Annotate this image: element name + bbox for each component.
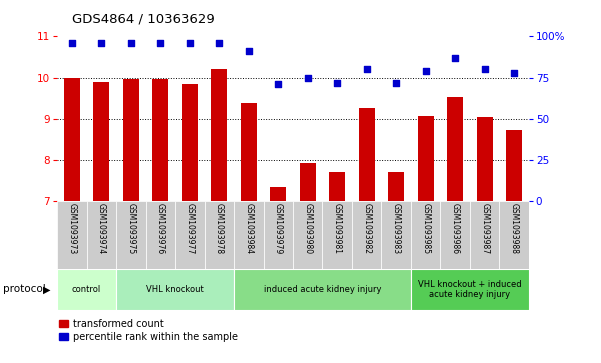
- Text: GSM1093987: GSM1093987: [480, 204, 489, 254]
- Text: ▶: ▶: [43, 285, 50, 294]
- Bar: [116, 201, 145, 269]
- Point: [67, 40, 77, 46]
- Bar: [123, 79, 139, 201]
- Bar: [477, 117, 493, 201]
- Bar: [175, 201, 204, 269]
- Bar: [329, 172, 346, 201]
- Bar: [64, 78, 80, 201]
- Point: [244, 48, 254, 54]
- Bar: [116, 269, 234, 310]
- Point: [156, 40, 165, 46]
- Point: [303, 75, 313, 81]
- Text: VHL knockout + induced
acute kidney injury: VHL knockout + induced acute kidney inju…: [418, 280, 522, 299]
- Point: [215, 40, 224, 46]
- Text: GDS4864 / 10363629: GDS4864 / 10363629: [72, 13, 215, 26]
- Text: VHL knockout: VHL knockout: [146, 285, 204, 294]
- Bar: [57, 201, 87, 269]
- Bar: [382, 201, 411, 269]
- Bar: [57, 269, 116, 310]
- Bar: [447, 97, 463, 201]
- Text: GSM1093974: GSM1093974: [97, 204, 106, 255]
- Bar: [388, 172, 404, 201]
- Bar: [204, 201, 234, 269]
- Point: [450, 55, 460, 61]
- Text: GSM1093983: GSM1093983: [392, 204, 401, 254]
- Bar: [359, 108, 375, 201]
- Bar: [352, 201, 382, 269]
- Bar: [470, 201, 499, 269]
- Text: GSM1093988: GSM1093988: [510, 204, 519, 254]
- Bar: [240, 103, 257, 201]
- Bar: [263, 201, 293, 269]
- Text: GSM1093979: GSM1093979: [273, 204, 282, 255]
- Text: GSM1093975: GSM1093975: [126, 204, 135, 255]
- Text: GSM1093977: GSM1093977: [185, 204, 194, 255]
- Text: GSM1093978: GSM1093978: [215, 204, 224, 254]
- Text: GSM1093981: GSM1093981: [333, 204, 342, 254]
- Text: GSM1093976: GSM1093976: [156, 204, 165, 255]
- Text: GSM1093973: GSM1093973: [67, 204, 76, 255]
- Text: GSM1093982: GSM1093982: [362, 204, 371, 254]
- Bar: [499, 201, 529, 269]
- Legend: transformed count, percentile rank within the sample: transformed count, percentile rank withi…: [59, 319, 237, 342]
- Point: [421, 68, 430, 74]
- Bar: [411, 269, 529, 310]
- Point: [362, 66, 371, 72]
- Bar: [182, 84, 198, 201]
- Bar: [145, 201, 175, 269]
- Point: [480, 66, 489, 72]
- Bar: [441, 201, 470, 269]
- Bar: [270, 187, 286, 201]
- Point: [97, 40, 106, 46]
- Text: control: control: [72, 285, 101, 294]
- Text: GSM1093986: GSM1093986: [451, 204, 460, 254]
- Bar: [211, 69, 227, 201]
- Bar: [323, 201, 352, 269]
- Text: GSM1093985: GSM1093985: [421, 204, 430, 254]
- Bar: [152, 79, 168, 201]
- Bar: [300, 163, 316, 201]
- Point: [391, 79, 401, 85]
- Bar: [418, 115, 434, 201]
- Bar: [411, 201, 441, 269]
- Point: [509, 70, 519, 76]
- Text: GSM1093980: GSM1093980: [304, 204, 313, 254]
- Bar: [234, 201, 263, 269]
- Text: protocol: protocol: [3, 285, 46, 294]
- Point: [126, 40, 136, 46]
- Text: GSM1093984: GSM1093984: [244, 204, 253, 254]
- Point: [185, 40, 195, 46]
- Bar: [506, 130, 522, 201]
- Bar: [93, 82, 109, 201]
- Point: [332, 79, 342, 85]
- Text: induced acute kidney injury: induced acute kidney injury: [264, 285, 381, 294]
- Bar: [87, 201, 116, 269]
- Point: [273, 81, 283, 87]
- Bar: [293, 201, 323, 269]
- Bar: [234, 269, 411, 310]
